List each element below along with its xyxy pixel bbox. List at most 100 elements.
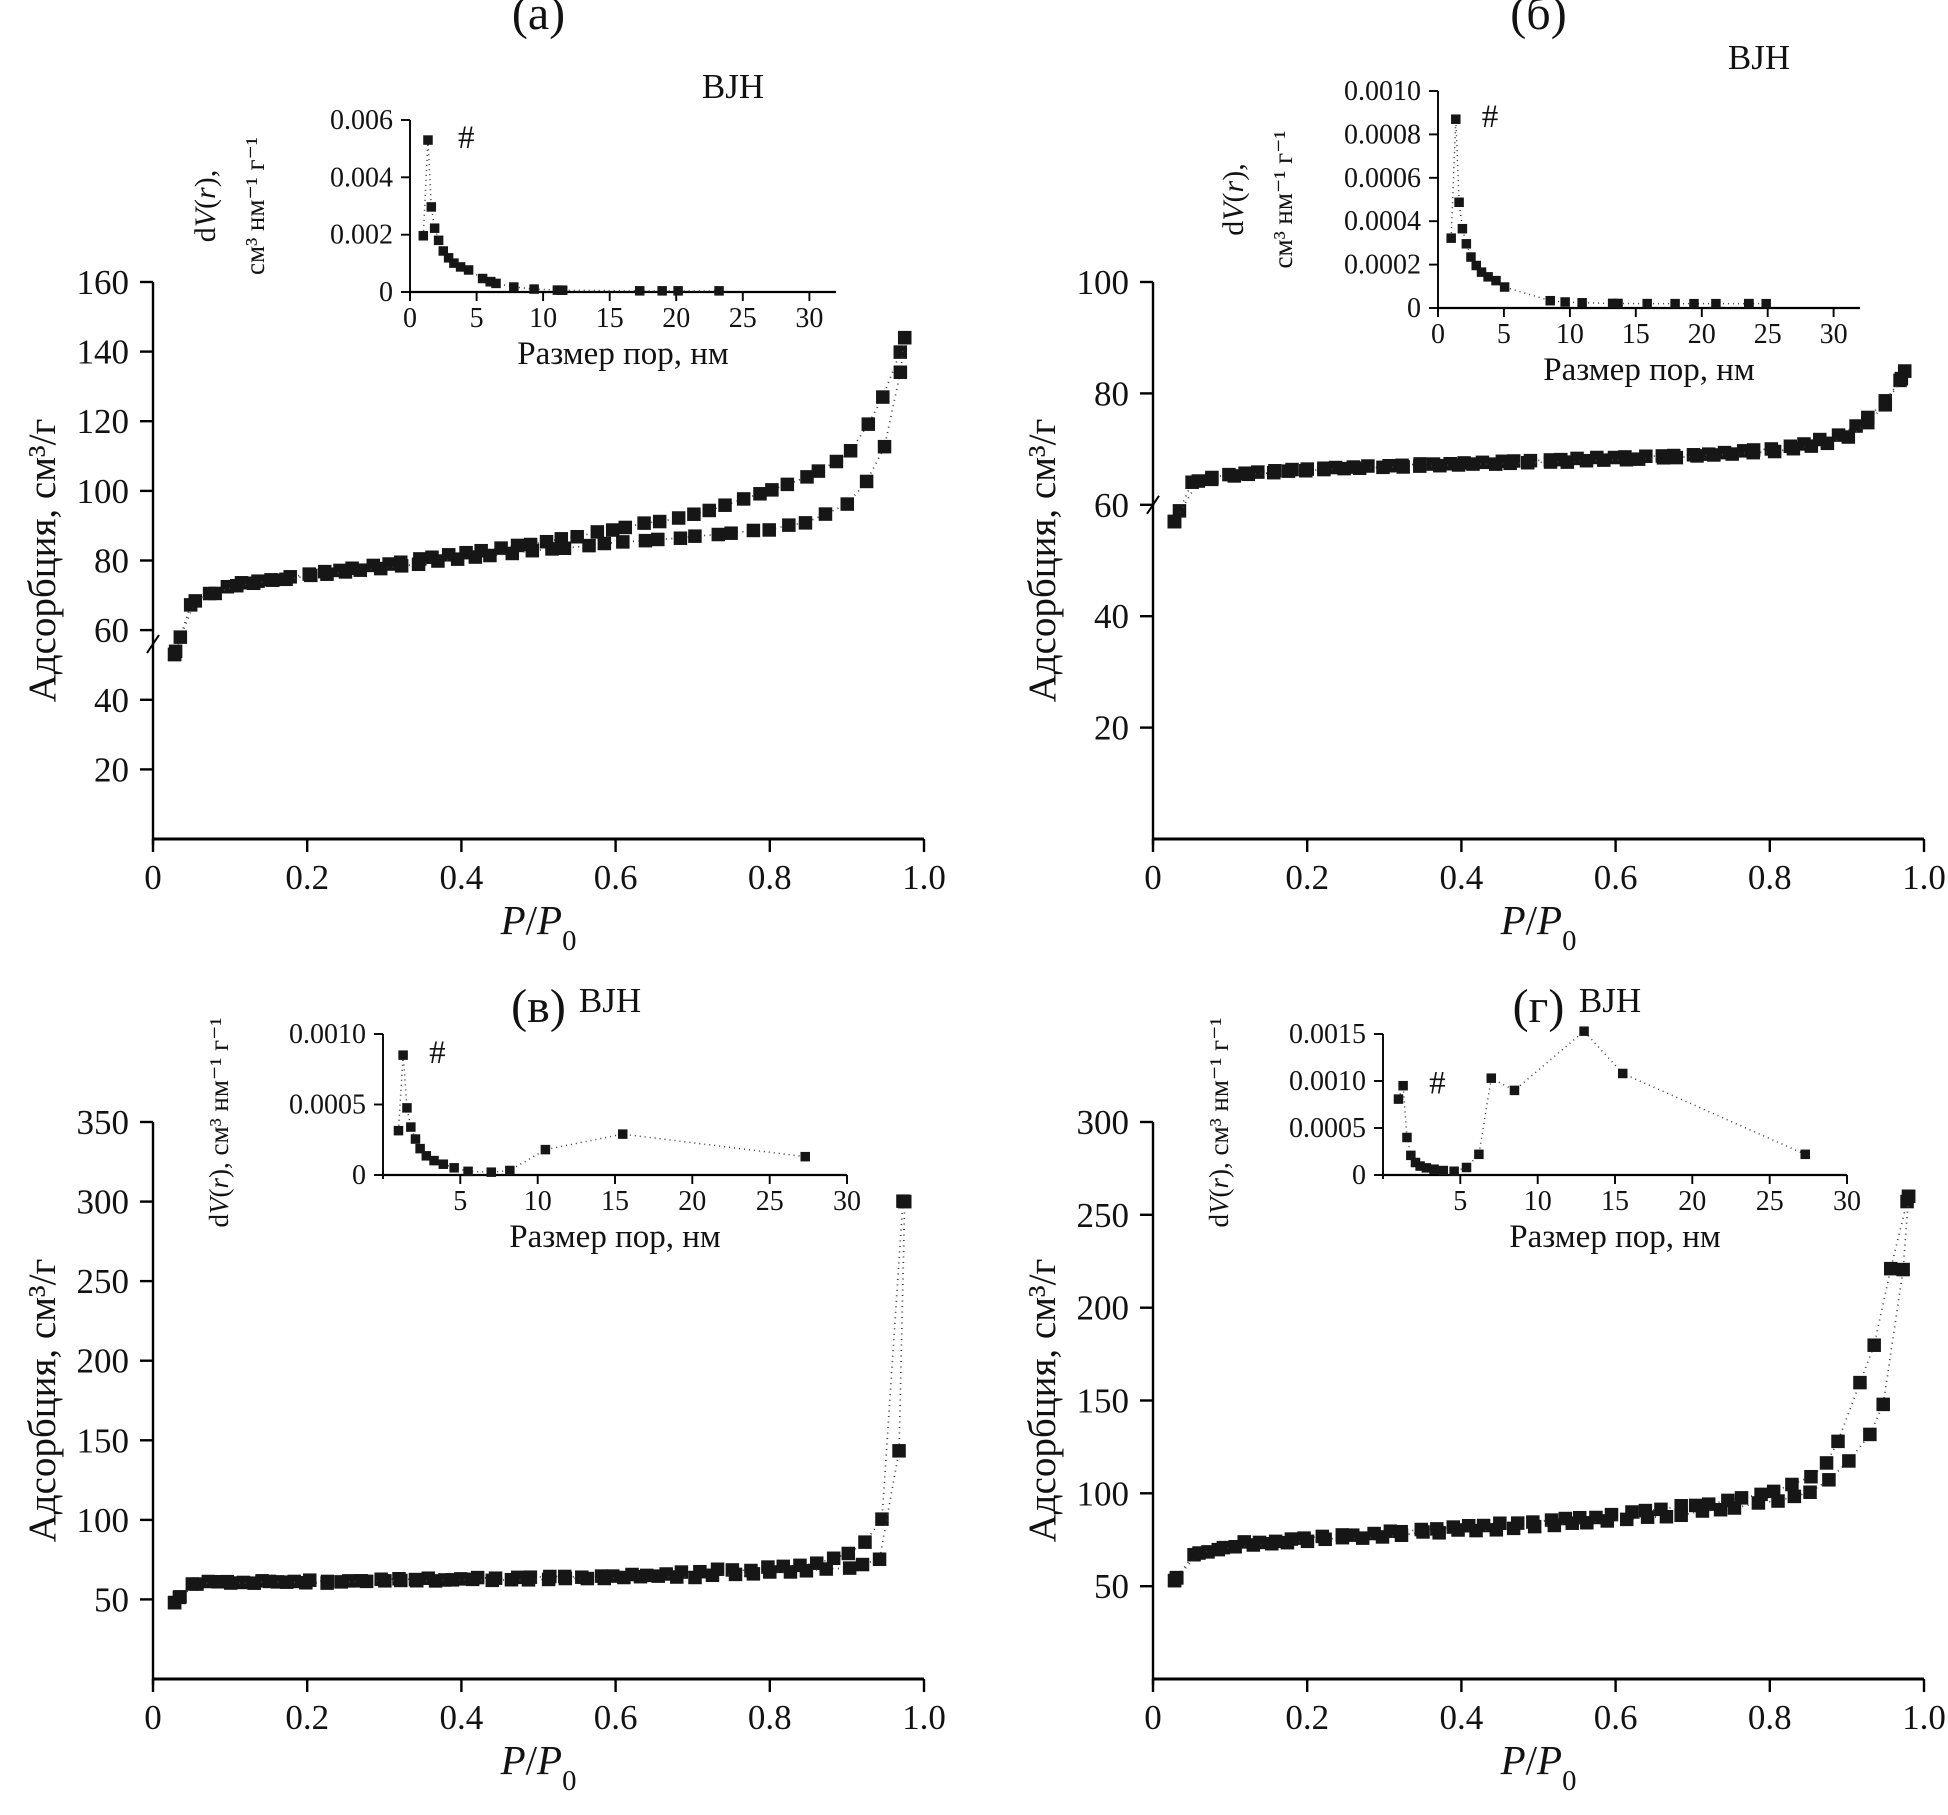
svg-text:#: #: [1482, 99, 1499, 135]
svg-text:0.8: 0.8: [748, 858, 792, 897]
svg-text:50: 50: [94, 1580, 129, 1619]
svg-text:40: 40: [94, 681, 129, 720]
svg-text:0.0006: 0.0006: [1344, 163, 1421, 194]
svg-text:dV(r),: dV(r),: [189, 170, 222, 243]
svg-text:см³ нм⁻¹ г⁻¹: см³ нм⁻¹ г⁻¹: [240, 137, 270, 275]
svg-text:140: 140: [77, 333, 130, 372]
svg-text:0.2: 0.2: [1285, 858, 1329, 897]
svg-text:160: 160: [77, 263, 130, 302]
svg-text:Адсорбция, см³/г: Адсорбция, см³/г: [21, 419, 64, 703]
svg-text:100: 100: [1077, 1474, 1130, 1513]
svg-text:5: 5: [1497, 319, 1511, 350]
svg-text:(б): (б): [1510, 0, 1566, 40]
svg-text:20: 20: [1094, 709, 1129, 748]
svg-text:0.6: 0.6: [594, 1698, 638, 1737]
svg-text:0: 0: [1431, 319, 1445, 350]
svg-text:50: 50: [1094, 1567, 1129, 1606]
svg-text:0.6: 0.6: [594, 858, 638, 897]
svg-text:0.0015: 0.0015: [1289, 1019, 1366, 1050]
svg-text:0.0010: 0.0010: [1289, 1066, 1366, 1097]
svg-text:10: 10: [524, 1186, 552, 1217]
svg-text:0: 0: [1407, 293, 1421, 324]
svg-text:30: 30: [1820, 319, 1848, 350]
svg-text:300: 300: [77, 1183, 130, 1222]
svg-text:0.6: 0.6: [1594, 1698, 1638, 1737]
svg-text:60: 60: [1094, 486, 1129, 525]
svg-text:25: 25: [756, 1186, 784, 1217]
svg-text:#: #: [458, 120, 475, 156]
svg-text:0: 0: [144, 1698, 162, 1737]
svg-text:BJH: BJH: [702, 67, 764, 106]
svg-text:Размер пор, нм: Размер пор, нм: [509, 1219, 721, 1255]
svg-text:0: 0: [1144, 858, 1162, 897]
svg-text:см³ нм⁻¹ г⁻¹: см³ нм⁻¹ г⁻¹: [1268, 131, 1298, 269]
svg-text:15: 15: [1601, 1186, 1629, 1217]
svg-text:0.006: 0.006: [330, 105, 393, 136]
svg-text:0.4: 0.4: [1440, 858, 1484, 897]
svg-text:Размер пор, нм: Размер пор, нм: [517, 336, 729, 372]
svg-text:15: 15: [1622, 319, 1650, 350]
svg-text:100: 100: [77, 1501, 130, 1540]
svg-text:0.8: 0.8: [748, 1698, 792, 1737]
svg-text:0: 0: [144, 858, 162, 897]
svg-text:#: #: [1429, 1066, 1446, 1102]
svg-text:0: 0: [352, 1160, 366, 1191]
svg-text:0.0008: 0.0008: [1344, 119, 1421, 150]
svg-text:(г): (г): [1513, 980, 1565, 1033]
svg-text:1.0: 1.0: [902, 858, 946, 897]
svg-text:200: 200: [1077, 1289, 1130, 1328]
svg-text:0: 0: [403, 303, 417, 334]
svg-text:0.2: 0.2: [1285, 1698, 1329, 1737]
svg-text:1.0: 1.0: [1902, 858, 1946, 897]
svg-text:30: 30: [833, 1186, 861, 1217]
svg-text:20: 20: [1678, 1186, 1706, 1217]
svg-text:Адсорбция, см³/г: Адсорбция, см³/г: [1021, 419, 1064, 703]
svg-text:BJH: BJH: [579, 981, 641, 1020]
svg-text:100: 100: [77, 472, 130, 511]
svg-text:15: 15: [601, 1186, 629, 1217]
svg-text:5: 5: [453, 1186, 467, 1217]
svg-text:dV(r), см³ нм⁻¹ г⁻¹: dV(r), см³ нм⁻¹ г⁻¹: [1204, 1018, 1234, 1228]
svg-text:0.0010: 0.0010: [1344, 76, 1421, 107]
svg-text:0.0005: 0.0005: [289, 1090, 366, 1121]
svg-text:BJH: BJH: [1728, 38, 1790, 77]
svg-text:BJH: BJH: [1579, 981, 1641, 1020]
svg-text:10: 10: [529, 303, 557, 334]
svg-text:80: 80: [94, 542, 129, 581]
svg-text:30: 30: [795, 303, 823, 334]
svg-text:5: 5: [1453, 1186, 1467, 1217]
svg-text:0.2: 0.2: [285, 858, 329, 897]
svg-text:80: 80: [1094, 374, 1129, 413]
svg-text:0.4: 0.4: [1440, 1698, 1484, 1737]
svg-text:10: 10: [1524, 1186, 1552, 1217]
svg-text:0.4: 0.4: [440, 1698, 484, 1737]
svg-text:20: 20: [678, 1186, 706, 1217]
svg-text:250: 250: [1077, 1196, 1130, 1235]
svg-text:1.0: 1.0: [902, 1698, 946, 1737]
svg-text:350: 350: [77, 1103, 130, 1142]
svg-text:0.6: 0.6: [1594, 858, 1638, 897]
svg-text:150: 150: [77, 1421, 130, 1460]
svg-text:0.8: 0.8: [1748, 858, 1792, 897]
svg-text:0.004: 0.004: [330, 162, 393, 193]
svg-text:0.0005: 0.0005: [1289, 1113, 1366, 1144]
svg-text:Адсорбция, см³/г: Адсорбция, см³/г: [1021, 1259, 1064, 1543]
svg-text:0.0010: 0.0010: [289, 1019, 366, 1050]
svg-text:100: 100: [1077, 263, 1130, 302]
svg-text:25: 25: [729, 303, 757, 334]
svg-text:dV(r),: dV(r),: [1217, 163, 1250, 236]
svg-text:25: 25: [1756, 1186, 1784, 1217]
svg-text:#: #: [429, 1035, 446, 1071]
svg-text:200: 200: [77, 1342, 130, 1381]
svg-text:250: 250: [77, 1262, 130, 1301]
svg-text:(в): (в): [511, 980, 566, 1033]
svg-text:0: 0: [379, 277, 393, 308]
svg-text:20: 20: [94, 750, 129, 789]
svg-text:Размер пор, нм: Размер пор, нм: [1509, 1219, 1721, 1255]
svg-text:150: 150: [1077, 1382, 1130, 1421]
svg-text:0.8: 0.8: [1748, 1698, 1792, 1737]
svg-text:5: 5: [470, 303, 484, 334]
svg-text:1.0: 1.0: [1902, 1698, 1946, 1737]
svg-text:30: 30: [1833, 1186, 1861, 1217]
svg-text:0.4: 0.4: [440, 858, 484, 897]
